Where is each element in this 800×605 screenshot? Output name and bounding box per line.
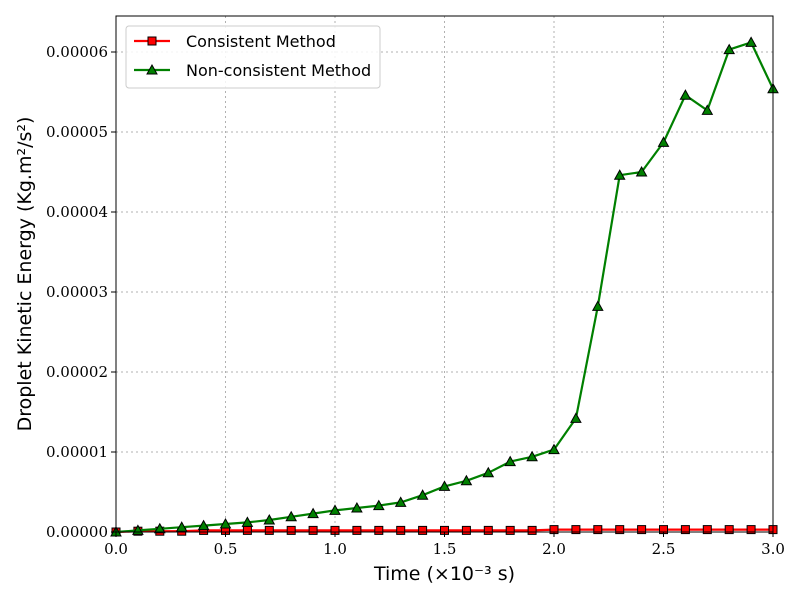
data-point: [701, 104, 714, 115]
data-point: [242, 525, 252, 535]
data-point: [504, 455, 517, 467]
y-tick-label: 0.00005: [46, 123, 108, 141]
data-point: [723, 43, 736, 55]
data-point: [679, 89, 692, 100]
x-tick-label: 0.0: [104, 540, 128, 558]
data-point: [418, 525, 428, 535]
data-point: [263, 513, 276, 525]
y-tick-label: 0.00000: [46, 523, 108, 541]
legend-label: Non-consistent Method: [186, 61, 371, 80]
legend-item-1: Non-consistent Method: [134, 61, 371, 80]
series-layer: [110, 36, 779, 537]
data-point: [175, 521, 188, 532]
y-tick-label: 0.00006: [46, 43, 108, 61]
y-axis-label: Droplet Kinetic Energy (Kg.m²/s²): [14, 117, 36, 432]
ticks: 0.0 0.5 1.0 1.5 2.0 2.5 3.0 0.00000 0.00001 0.000…: [46, 43, 785, 558]
legend-marker: [146, 63, 158, 75]
x-axis-label: Time (×10⁻³ s): [373, 563, 515, 585]
data-point: [438, 480, 451, 491]
data-point: [351, 501, 363, 513]
data-point: [745, 36, 757, 47]
x-tick-label: 1.5: [433, 540, 457, 558]
y-tick-label: 0.00003: [46, 283, 108, 301]
series-1: [110, 36, 779, 537]
data-point: [702, 525, 712, 535]
data-point: [416, 489, 429, 500]
data-point: [374, 525, 384, 535]
legend-box: [125, 25, 381, 89]
data-point: [526, 450, 538, 462]
data-point: [241, 516, 254, 527]
x-tick-label: 2.5: [652, 540, 676, 558]
data-point: [505, 525, 515, 535]
x-tick-label: 0.5: [214, 540, 238, 558]
data-point: [637, 525, 647, 535]
data-point: [615, 525, 625, 535]
legend-label: Consistent Method: [186, 32, 336, 51]
data-point: [461, 525, 471, 535]
data-point: [482, 466, 495, 478]
legend-item-0: Consistent Method: [134, 32, 336, 51]
data-point: [571, 525, 581, 535]
data-point: [746, 525, 756, 535]
series-0: [111, 525, 778, 537]
legend-marker: [147, 36, 157, 46]
data-point: [352, 525, 362, 535]
data-point: [548, 443, 560, 455]
data-point: [527, 525, 537, 535]
data-point: [307, 507, 319, 519]
data-point: [264, 525, 274, 535]
data-point: [657, 136, 670, 147]
data-point: [680, 525, 690, 535]
data-point: [396, 525, 406, 535]
data-point: [394, 496, 407, 507]
data-point: [570, 412, 582, 423]
legend: Consistent Method Non-consistent Method: [125, 25, 381, 89]
x-tick-label: 2.0: [542, 540, 566, 558]
data-point: [329, 504, 341, 515]
y-tick-label: 0.00002: [46, 363, 108, 381]
y-tick-label: 0.00001: [46, 443, 108, 461]
data-point: [635, 165, 648, 177]
data-point: [197, 519, 210, 531]
data-point: [593, 525, 603, 535]
data-point: [285, 510, 298, 522]
x-tick-label: 1.0: [323, 540, 347, 558]
data-point: [286, 525, 296, 535]
x-tick-label: 3.0: [761, 540, 785, 558]
data-point: [219, 517, 232, 529]
data-point: [372, 499, 385, 511]
data-point: [613, 169, 626, 180]
data-point: [308, 525, 318, 535]
data-point: [483, 525, 493, 535]
legend-items: Consistent Method Non-consistent Method: [134, 32, 371, 80]
y-tick-label: 0.00004: [46, 203, 108, 221]
data-point: [591, 300, 604, 311]
data-point: [153, 522, 166, 534]
data-point: [460, 474, 473, 486]
data-point: [724, 525, 734, 535]
